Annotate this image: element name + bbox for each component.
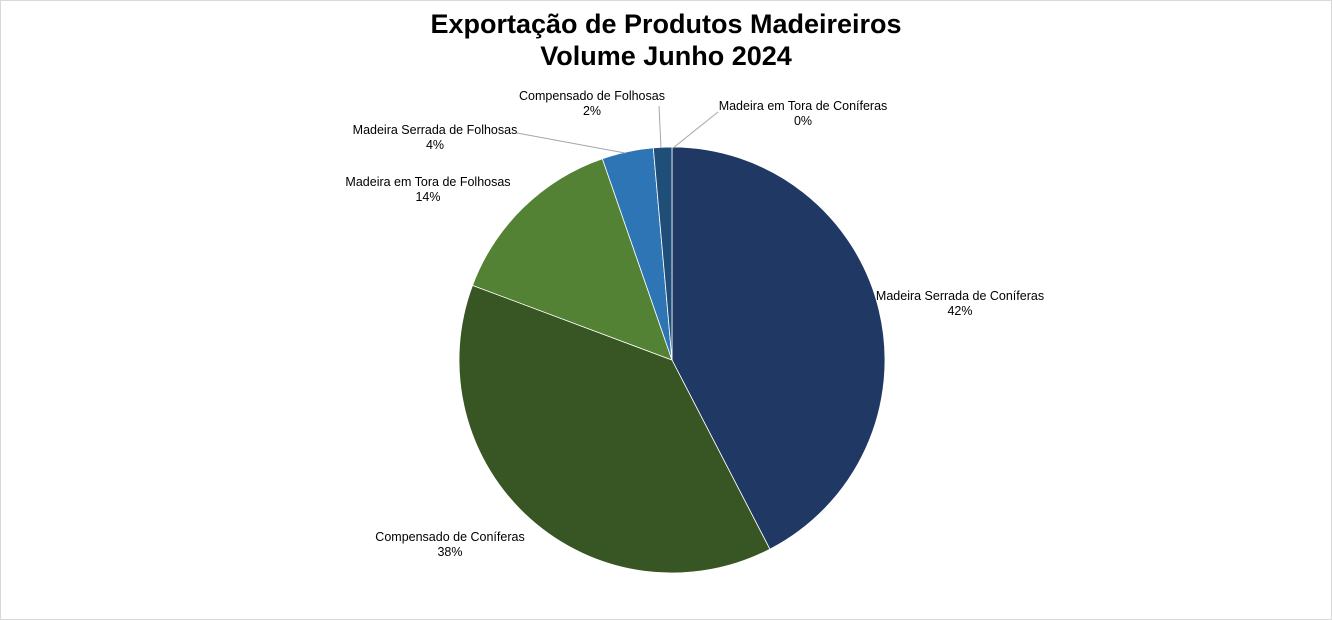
pie-slice [652,146,673,361]
slice-label-percent: 38% [437,545,462,559]
pie-slice [671,146,886,550]
slice-label-name: Madeira Serrada de Folhosas [353,123,518,137]
slice-label-percent: 42% [947,304,972,318]
leader-line [672,111,719,149]
chart-title-line-1: Exportação de Produtos Madeireiros [430,9,902,39]
pie-slice [458,284,771,574]
slice-label-name: Madeira em Tora de Coníferas [719,99,888,113]
slice-label-name: Compensado de Coníferas [375,530,524,544]
slice-label-name: Compensado de Folhosas [519,89,665,103]
pie-slice [471,158,673,361]
chart-title-line-2: Volume Junho 2024 [540,41,792,71]
leader-lines [516,105,719,154]
slice-label-name: Madeira Serrada de Coníferas [876,289,1044,303]
leader-line [516,132,626,154]
slice-label-percent: 0% [794,114,812,128]
slice-label-name: Madeira em Tora de Folhosas [345,175,510,189]
slice-label-percent: 2% [583,104,601,118]
slice-label-percent: 14% [415,190,440,204]
chart-title: Exportação de Produtos Madeireiros Volum… [0,8,1332,72]
pie-slices [458,146,886,574]
slice-label-percent: 4% [426,138,444,152]
leader-line [658,105,662,149]
